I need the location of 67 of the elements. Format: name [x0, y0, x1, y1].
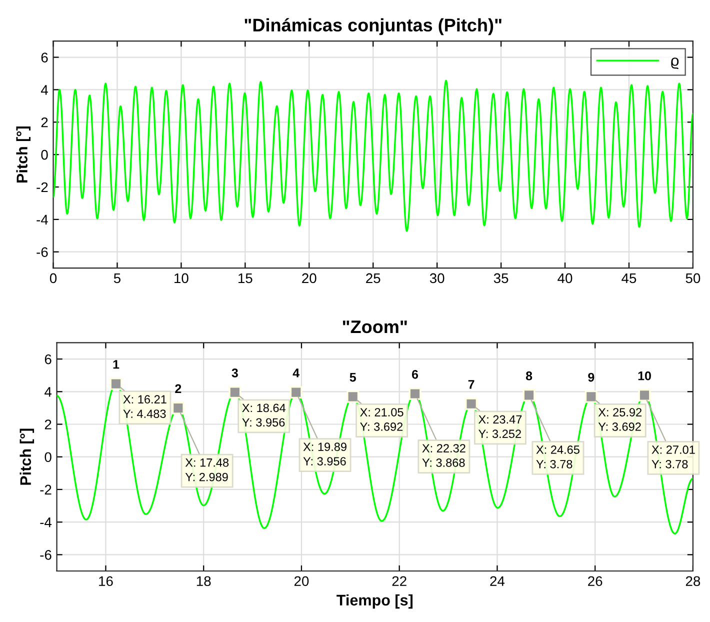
point [522, 389, 536, 402]
x-tick-label: 28 [686, 576, 700, 586]
point [172, 402, 184, 414]
x-tick-label: 50 [686, 273, 700, 284]
x-tick-label: 16 [99, 576, 113, 586]
y-tick-label: 4 [40, 85, 48, 95]
x-tick-label: 20 [294, 576, 309, 586]
x-tick-label: 5 [114, 273, 120, 284]
point [110, 378, 122, 390]
annotation: X: 16.21 Y: 4.483 [123, 395, 166, 418]
x-tick-label: 45 [622, 273, 636, 284]
annotation: 10 [638, 371, 651, 380]
annotation: X: 18.64 Y: 3.956 [242, 404, 286, 427]
annotation: X: 23.47 Y: 3.252 [478, 415, 522, 438]
x-tick-label: 35 [494, 273, 508, 284]
x-tick-label: 30 [430, 273, 444, 284]
annotation: 8 [526, 371, 532, 380]
annotation: 3 [232, 368, 238, 378]
x-tick-label: 10 [174, 273, 188, 284]
x-tick-label: 18 [196, 576, 211, 586]
point [408, 388, 422, 400]
x-axis-title: Tiempo [s] [336, 594, 413, 609]
y-tick-label: 4 [44, 387, 52, 397]
x-tick-label: 22 [392, 576, 406, 586]
annotation: 2 [175, 384, 182, 394]
y-tick-label: 0 [41, 150, 48, 160]
y-tick-label: -2 [40, 484, 52, 494]
annotation: X: 25.92 Y: 3.692 [598, 408, 642, 431]
y-tick-label: 6 [44, 354, 52, 364]
point [346, 390, 360, 403]
annotation: X: 17.48 Y: 2.989 [185, 458, 229, 482]
y-axis-title: Pitch [°] [20, 428, 34, 485]
annotation: 9 [588, 372, 594, 382]
y-tick-label: 0 [44, 452, 52, 462]
point [638, 389, 651, 402]
annotation: X: 21.05 Y: 3.692 [360, 408, 404, 431]
y-tick-label: -4 [40, 518, 52, 528]
annotation: X: 27.01 Y: 3.78 [652, 446, 695, 468]
annotation: 6 [412, 370, 418, 379]
y-tick-label: 2 [44, 420, 52, 430]
annotation: 4 [292, 368, 300, 378]
annotation: 7 [468, 380, 474, 389]
annotation: X: 24.65 Y: 3.78 [536, 446, 580, 468]
x-tick-label: 24 [490, 576, 505, 586]
y-tick-label: -4 [36, 214, 48, 224]
y-axis-title: Pitch [°] [16, 126, 30, 182]
y-tick-label: -6 [36, 247, 48, 258]
y-tick-label: 6 [41, 52, 48, 62]
x-tick-label: 26 [588, 576, 602, 586]
chart-title: "Dinámicas conjuntas (Pitch)" [244, 18, 502, 36]
point [290, 386, 302, 399]
x-tick-label: 15 [238, 273, 252, 284]
y-tick-label: -2 [36, 182, 48, 192]
point [228, 386, 242, 399]
y-tick-label: -6 [40, 550, 52, 560]
y-tick-label: 2 [41, 117, 48, 128]
point [465, 398, 478, 410]
annotation: X: 22.32 Y: 3.868 [422, 444, 466, 467]
annotation: 1 [113, 360, 120, 369]
x-tick-label: 40 [558, 273, 572, 284]
x-tick-label: 25 [366, 273, 380, 284]
annotation: 5 [350, 372, 356, 382]
annotation: X: 19.89 Y: 3.956 [303, 442, 346, 466]
x-tick-label: 20 [302, 273, 316, 284]
legend-label: ϱ [671, 58, 679, 70]
chart-title: "Zoom" [342, 320, 407, 334]
point [584, 390, 598, 403]
